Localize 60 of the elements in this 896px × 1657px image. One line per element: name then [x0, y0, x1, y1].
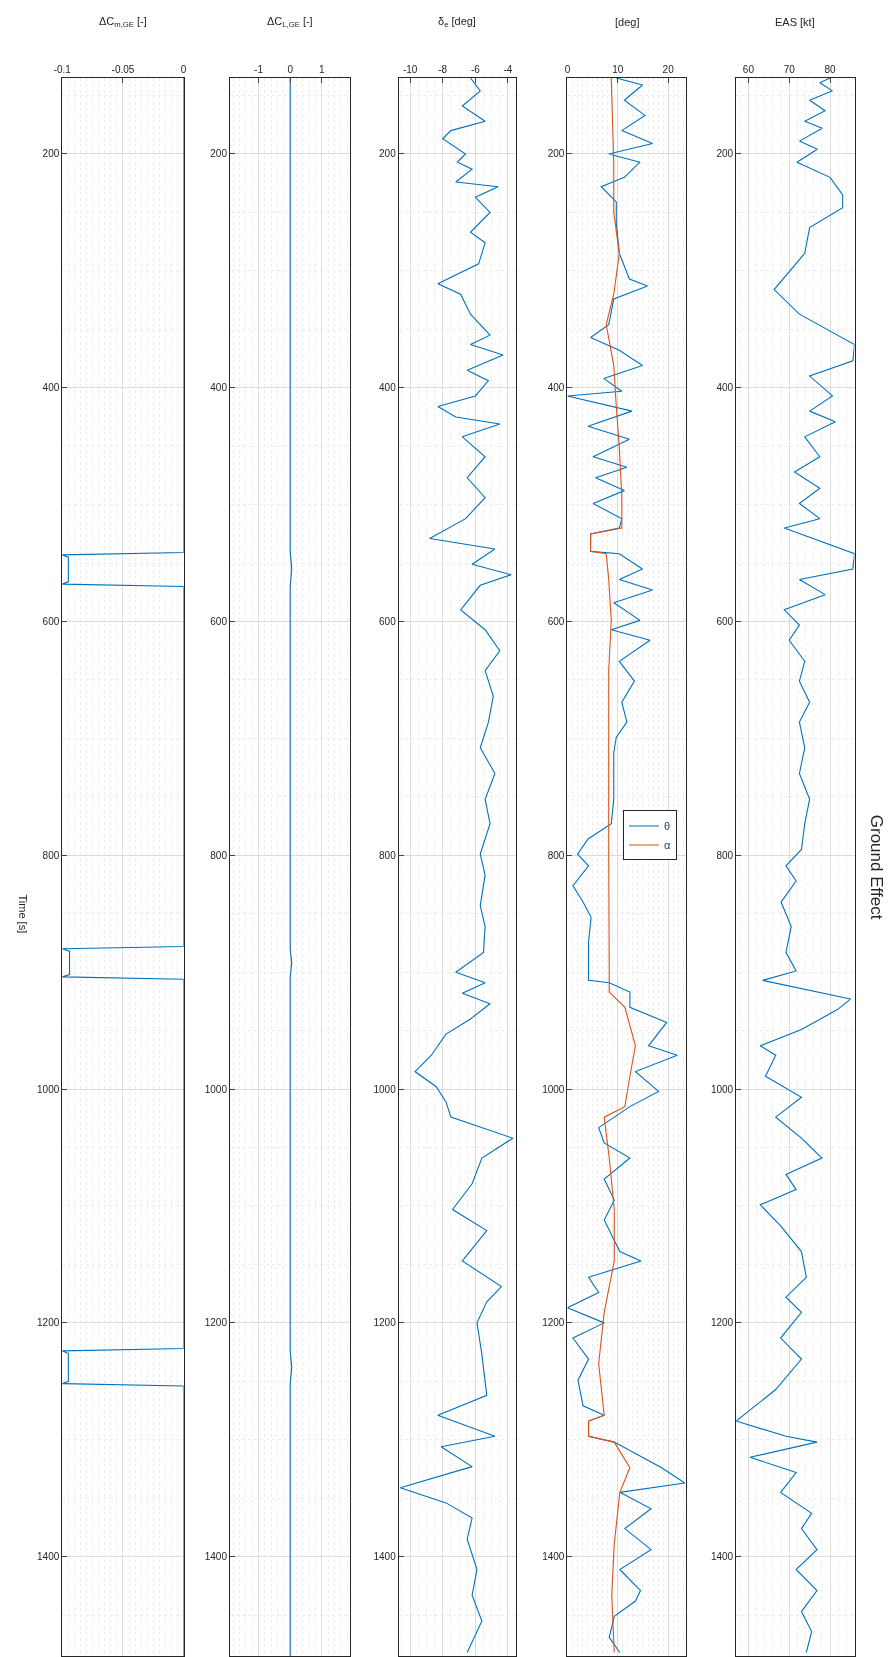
y-tick-label: 200: [210, 148, 228, 160]
x-tick-label: 1: [319, 64, 326, 75]
x-tick-label: 0: [564, 64, 571, 75]
y-tick-label: 400: [379, 382, 397, 394]
y-tick-label: 1200: [37, 1317, 60, 1329]
x-axis-title: [deg]: [615, 16, 640, 28]
x-tick-label: 60: [742, 64, 755, 75]
y-tick-label: 1400: [37, 1551, 60, 1563]
y-tick-label: 400: [547, 382, 565, 394]
y-tick-label: 1000: [373, 1083, 397, 1095]
y-tick-label: 1200: [710, 1317, 734, 1329]
y-tick-label: 600: [547, 616, 565, 628]
y-tick-label: 800: [42, 849, 60, 861]
y-tick-label: 1200: [204, 1317, 228, 1329]
legend-label: α: [663, 839, 671, 852]
y-tick-label: 1200: [373, 1317, 397, 1329]
y-tick-label: 800: [379, 849, 397, 861]
y-tick-label: 200: [716, 148, 734, 160]
x-tick-label: -4: [503, 64, 513, 75]
y-tick-label: 200: [42, 148, 60, 160]
y-tick-label: 1200: [542, 1317, 565, 1329]
legend-label: θ: [663, 820, 671, 833]
x-tick-label: -1: [254, 64, 264, 75]
y-tick-label: 1400: [710, 1551, 734, 1563]
y-tick-label: 200: [379, 148, 397, 160]
x-axis-title: ΔC$_{m,GE}$ [-]: [99, 15, 147, 30]
y-axis-title: Time [s]: [17, 894, 30, 934]
x-tick-label: 0: [287, 64, 294, 75]
y-tick-label: 200: [547, 148, 565, 160]
x-tick-label: 0: [180, 64, 187, 75]
y-tick-label: 400: [42, 382, 60, 394]
y-tick-label: 400: [716, 382, 734, 394]
y-tick-label: 800: [210, 849, 228, 861]
y-tick-label: 600: [716, 616, 734, 628]
y-tick-label: 1000: [37, 1083, 60, 1095]
y-tick-label: 1400: [542, 1551, 565, 1563]
x-tick-label: -0.05: [111, 64, 135, 75]
y-tick-label: 1400: [204, 1551, 228, 1563]
x-tick-label: -6: [470, 64, 481, 75]
x-tick-label: -10: [402, 64, 418, 75]
y-tick-label: 800: [716, 849, 734, 861]
x-axis-title: EAS [kt]: [775, 16, 815, 28]
y-tick-label: 800: [547, 849, 565, 861]
x-tick-label: 70: [783, 64, 796, 75]
x-tick-label: -8: [438, 64, 448, 75]
y-tick-label: 1400: [373, 1551, 397, 1563]
x-axis-title: δ$_{e}$ [deg]: [438, 15, 476, 30]
x-tick-label: 80: [824, 64, 837, 75]
y-tick-label: 1000: [710, 1083, 734, 1095]
y-tick-label: 600: [210, 616, 228, 628]
x-tick-label: 10: [612, 64, 624, 75]
y-tick-label: 400: [210, 382, 228, 394]
text: Ground Effect: [867, 814, 887, 920]
x-tick-label: -0.1: [53, 64, 72, 75]
y-tick-label: 600: [379, 616, 397, 628]
x-axis-title: ΔC$_{L,GE}$ [-]: [267, 15, 313, 30]
x-tick-label: 20: [662, 64, 675, 75]
y-tick-label: 1000: [542, 1083, 565, 1095]
y-tick-label: 600: [42, 616, 60, 628]
y-tick-label: 1000: [204, 1083, 228, 1095]
